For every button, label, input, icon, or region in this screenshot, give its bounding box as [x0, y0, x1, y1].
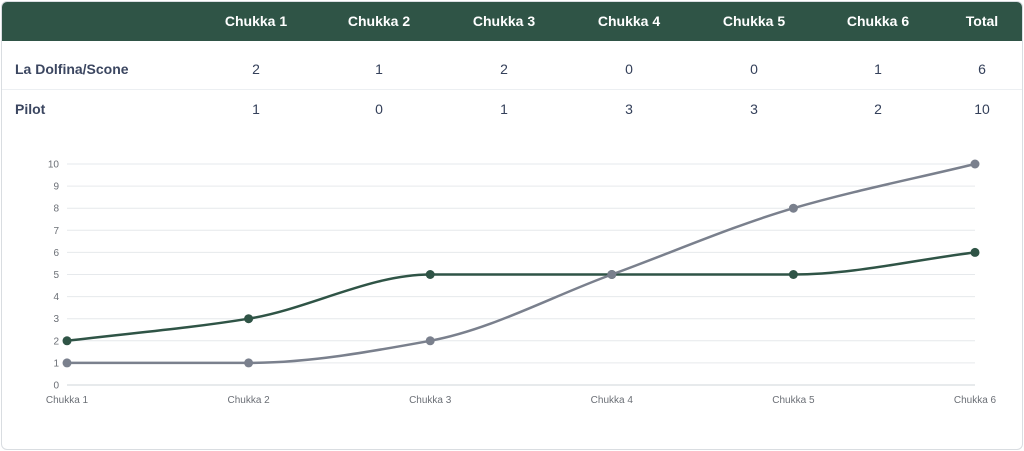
score-cell: 0 — [625, 61, 633, 77]
header-chukka-1: Chukka 1 — [224, 13, 288, 29]
score-cell: 0 — [375, 101, 383, 117]
header-chukka-4: Chukka 4 — [597, 13, 661, 29]
series-line-1 — [66, 251, 976, 343]
y-tick-label: 7 — [53, 226, 59, 237]
data-point — [425, 336, 435, 346]
data-point — [62, 358, 72, 368]
score-cell: 2 — [252, 61, 260, 77]
y-tick-label: 8 — [53, 204, 59, 215]
data-point — [970, 247, 980, 257]
y-tick-label: 9 — [53, 182, 59, 193]
y-tick-label: 4 — [53, 292, 59, 303]
score-cell: 1 — [500, 101, 508, 117]
line-chart: 0 1 2 3 4 5 6 7 8 9 10 Chukka 1 Chukka 2 Chukka 3 Chuk… — [46, 159, 997, 406]
data-point — [62, 336, 72, 346]
x-tick-label: Chukka 5 — [772, 395, 815, 406]
header-chukka-6: Chukka 6 — [846, 13, 910, 29]
data-point — [788, 203, 798, 213]
y-tick-label: 5 — [53, 270, 59, 281]
series-line-2 — [66, 162, 976, 365]
score-cell: 2 — [874, 101, 882, 117]
x-tick-label: Chukka 4 — [591, 395, 634, 406]
x-tick-label: Chukka 3 — [409, 395, 452, 406]
x-tick-label: Chukka 6 — [954, 395, 997, 406]
table-row: Pilot 1 0 1 3 3 2 10 — [2, 89, 1022, 129]
header-chukka-3: Chukka 3 — [472, 13, 536, 29]
header-total: Total — [965, 13, 999, 29]
x-tick-label: Chukka 2 — [227, 395, 270, 406]
total-cell: 10 — [974, 101, 990, 117]
table-row: La Dolfina/Scone 2 1 2 0 0 1 6 — [2, 49, 1022, 90]
table-header: Chukka 1 Chukka 2 Chukka 3 Chukka 4 Chuk… — [2, 2, 1022, 41]
y-tick-label: 3 — [53, 314, 59, 325]
score-cell: 3 — [750, 101, 758, 117]
y-tick-label: 0 — [53, 381, 59, 392]
y-tick-label: 1 — [53, 358, 59, 369]
score-cell: 1 — [375, 61, 383, 77]
data-point — [607, 270, 617, 279]
y-tick-label: 2 — [53, 336, 59, 347]
score-cell: 3 — [625, 101, 633, 117]
total-cell: 6 — [978, 61, 986, 77]
y-tick-label: 10 — [48, 160, 60, 171]
team-name: La Dolfina/Scone — [15, 61, 129, 77]
score-cell: 2 — [500, 61, 508, 77]
score-cell: 1 — [874, 61, 882, 77]
score-cell: 0 — [750, 61, 758, 77]
header-chukka-5: Chukka 5 — [722, 13, 786, 29]
data-point — [425, 270, 435, 279]
data-point — [244, 358, 254, 368]
data-point — [788, 270, 798, 279]
x-tick-label: Chukka 1 — [46, 395, 89, 406]
header-chukka-2: Chukka 2 — [347, 13, 411, 29]
data-point — [970, 159, 980, 169]
y-tick-label: 6 — [53, 248, 59, 259]
data-point — [244, 314, 254, 324]
score-cell: 1 — [252, 101, 260, 117]
team-name: Pilot — [15, 101, 46, 117]
